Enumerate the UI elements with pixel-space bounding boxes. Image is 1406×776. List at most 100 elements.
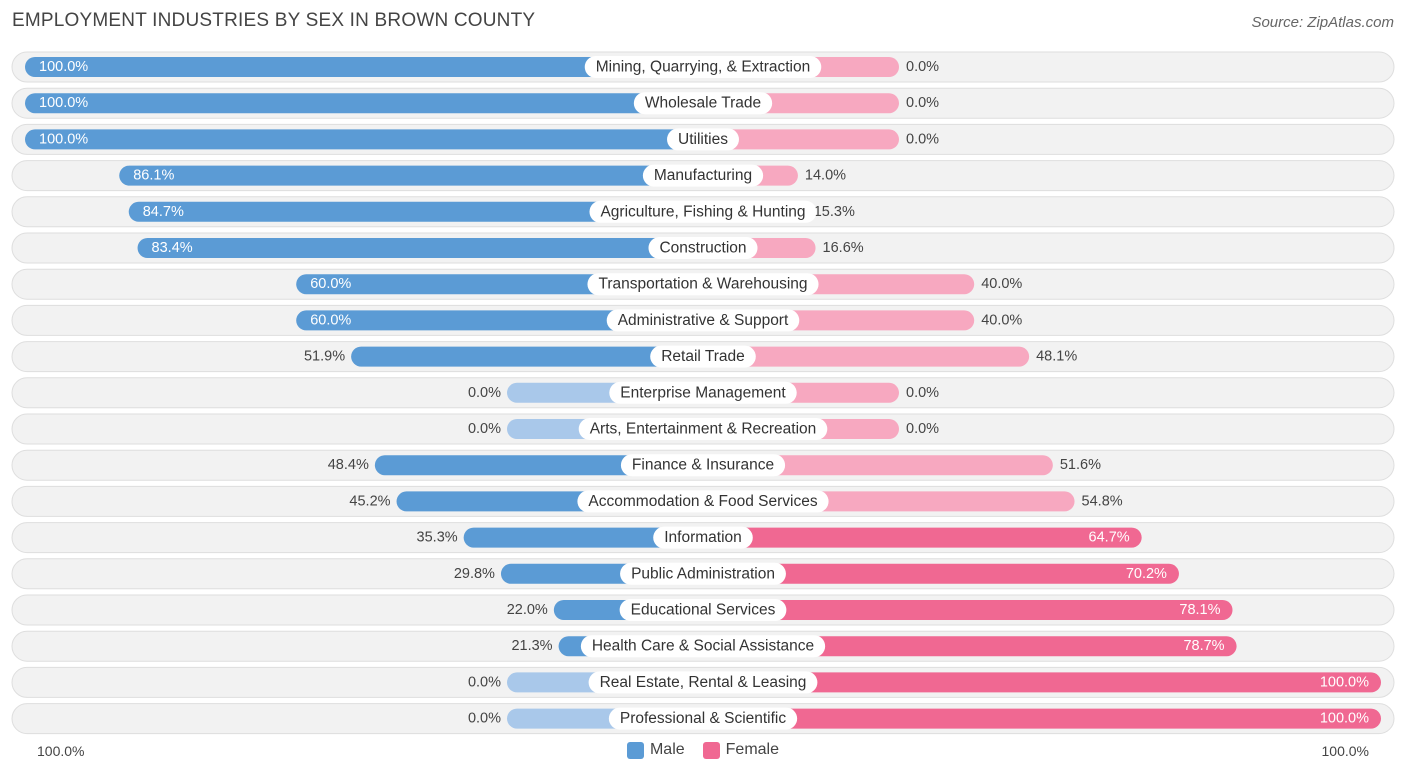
value-label-male: 100.0% (39, 95, 88, 111)
value-label-female: 100.0% (1320, 711, 1369, 727)
legend: Male Female (0, 741, 1406, 759)
category-label-pill (650, 345, 756, 368)
value-label-male: 60.0% (310, 276, 351, 292)
bar-female (703, 346, 1030, 367)
value-label-female: 48.1% (1036, 349, 1077, 365)
value-label-female: 54.8% (1082, 493, 1123, 509)
category-label: Agriculture, Fishing & Hunting (600, 203, 805, 220)
bar-male (374, 455, 703, 476)
value-label-male: 51.9% (304, 349, 345, 365)
value-label-male: 0.0% (468, 674, 501, 690)
category-label-pill (577, 490, 829, 513)
category-label: Educational Services (631, 602, 776, 619)
category-label-pill (588, 671, 818, 694)
bar-female (703, 600, 1233, 620)
bar-female (703, 672, 1381, 693)
bar-female (703, 636, 1237, 657)
category-label-pill (584, 56, 822, 78)
bar-male (25, 57, 703, 77)
category-label: Mining, Quarrying, & Extraction (596, 59, 811, 76)
bar-female (703, 563, 1179, 584)
category-label-pill (620, 454, 786, 477)
legend-swatch-male (626, 741, 644, 759)
axis-label-left: 100.0% (37, 743, 85, 759)
value-label-female: 0.0% (906, 59, 939, 75)
category-label: Wholesale Trade (645, 95, 761, 112)
category-label: Arts, Entertainment & Recreation (590, 421, 817, 438)
category-label-pill (589, 200, 817, 223)
value-label-female: 70.2% (1126, 566, 1167, 582)
category-label-pill (667, 128, 739, 151)
value-label-male: 21.3% (511, 638, 552, 654)
legend-swatch-female (702, 741, 720, 759)
value-label-male: 86.1% (133, 168, 174, 184)
bar-male (25, 129, 703, 150)
value-label-female: 14.0% (805, 168, 846, 184)
category-label: Retail Trade (661, 348, 745, 365)
category-label: Construction (659, 240, 746, 257)
value-label-female: 64.7% (1089, 530, 1130, 546)
bar-male (351, 346, 703, 367)
chart-title: EMPLOYMENT INDUSTRIES BY SEX IN BROWN CO… (12, 10, 536, 31)
category-label-pill (578, 418, 828, 440)
source-credit: Source: ZipAtlas.com (1251, 14, 1394, 31)
category-label: Public Administration (631, 565, 775, 582)
value-label-male: 100.0% (39, 59, 88, 75)
axis-label-right: 100.0% (1321, 743, 1369, 759)
value-label-male: 84.7% (143, 204, 184, 220)
value-label-male: 100.0% (39, 131, 88, 147)
bar-male (463, 527, 703, 548)
value-label-male: 0.0% (468, 385, 501, 401)
category-label-pill (580, 635, 826, 658)
bar-male (137, 238, 704, 258)
category-label-pill (633, 92, 773, 115)
category-label: Real Estate, Rental & Leasing (600, 674, 807, 691)
legend-item-female[interactable]: Female (702, 741, 779, 759)
bar-female (703, 455, 1053, 476)
bar-male (119, 165, 703, 186)
value-label-male: 0.0% (468, 421, 501, 437)
value-label-male: 35.3% (417, 530, 458, 546)
category-label-pill (620, 562, 786, 585)
bar-female (703, 129, 899, 150)
value-label-female: 0.0% (906, 385, 939, 401)
legend-label-male: Male (649, 741, 685, 758)
value-label-female: 0.0% (906, 421, 939, 437)
value-label-female: 15.3% (814, 204, 855, 220)
value-label-male: 22.0% (507, 602, 548, 618)
value-label-male: 0.0% (468, 711, 501, 727)
value-label-female: 78.7% (1183, 638, 1224, 654)
value-label-female: 100.0% (1320, 674, 1369, 690)
category-label-pill (648, 237, 758, 259)
value-label-female: 40.0% (981, 312, 1022, 328)
category-label-pill (653, 526, 753, 549)
category-label: Utilities (678, 131, 728, 148)
value-label-female: 40.0% (981, 276, 1022, 292)
bar-male (296, 310, 703, 331)
category-label: Manufacturing (654, 167, 752, 184)
bar-female (703, 708, 1381, 729)
category-label: Finance & Insurance (632, 457, 774, 474)
legend-item-male[interactable]: Male (626, 741, 685, 759)
value-label-female: 0.0% (906, 131, 939, 147)
value-label-male: 48.4% (328, 457, 369, 473)
category-label-pill (606, 309, 800, 332)
value-label-female: 78.1% (1179, 602, 1220, 618)
value-label-female: 51.6% (1060, 457, 1101, 473)
category-label: Enterprise Management (620, 384, 786, 401)
category-label: Transportation & Warehousing (598, 276, 807, 293)
value-label-male: 29.8% (454, 566, 495, 582)
category-label-pill (587, 273, 819, 296)
bar-female (703, 527, 1142, 548)
value-label-female: 16.6% (823, 240, 864, 256)
category-label-pill (609, 381, 797, 404)
category-label: Administrative & Support (618, 312, 789, 329)
value-label-male: 83.4% (152, 240, 193, 256)
bar-male (25, 93, 703, 114)
category-label-pill (608, 707, 798, 730)
category-label-pill (619, 599, 787, 621)
category-label: Accommodation & Food Services (588, 493, 817, 510)
value-label-male: 45.2% (349, 493, 390, 509)
category-label: Professional & Scientific (620, 710, 787, 727)
